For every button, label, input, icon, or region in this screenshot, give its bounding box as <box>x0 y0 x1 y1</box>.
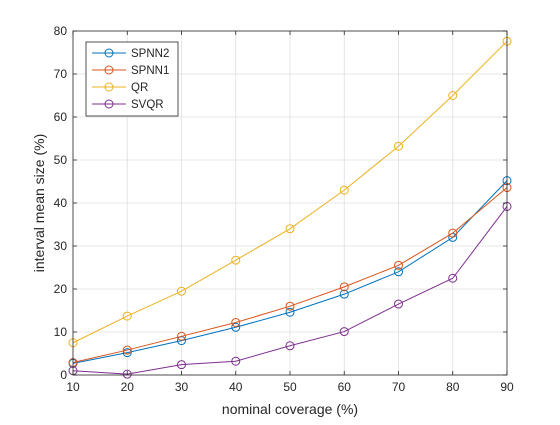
y-tick-label: 50 <box>54 153 68 167</box>
series-svqr <box>68 201 512 379</box>
legend-label-spnn2: SPNN2 <box>131 48 169 60</box>
legend-item-svqr: SVQR <box>92 99 164 111</box>
x-axis-label: nominal coverage (%) <box>222 401 358 417</box>
data-point-svqr <box>231 356 241 366</box>
x-tick-label: 10 <box>66 380 80 394</box>
data-point-spnn1 <box>394 260 403 270</box>
x-tick-label: 30 <box>175 380 189 394</box>
data-point-spnn2 <box>339 289 349 299</box>
legend-label-spnn1: SPNN1 <box>131 65 169 77</box>
y-tick-label: 10 <box>54 325 68 339</box>
data-point-qr <box>448 91 458 100</box>
data-point-qr <box>177 286 186 296</box>
series-line-qr <box>72 40 508 344</box>
legend-label-svqr: SVQR <box>131 99 164 111</box>
y-axis-label: interval mean size (%) <box>31 134 47 273</box>
y-tick-label: 20 <box>54 282 68 296</box>
series-line-spnn2 <box>72 180 508 364</box>
data-point-spnn2 <box>285 307 295 317</box>
data-point-svqr <box>177 360 186 370</box>
data-point-svqr <box>339 327 349 337</box>
data-point-svqr <box>122 369 132 379</box>
y-tick-label: 60 <box>54 110 68 124</box>
x-tick-label: 80 <box>446 380 460 394</box>
data-point-spnn1 <box>231 318 241 328</box>
x-tick-label: 90 <box>500 380 514 394</box>
data-point-svqr <box>394 299 403 309</box>
x-tick-label: 60 <box>338 380 352 394</box>
legend: SPNN2 SPNN1 QR SVQR <box>85 41 179 117</box>
data-point-qr <box>285 224 295 234</box>
data-point-spnn1 <box>448 228 458 238</box>
y-tick-label: 70 <box>54 67 68 81</box>
x-tick-label: 70 <box>392 380 406 394</box>
data-point-qr <box>339 185 349 195</box>
legend-item-spnn1: SPNN1 <box>92 65 169 77</box>
y-tick-label: 0 <box>60 368 67 382</box>
data-point-svqr <box>285 341 295 351</box>
legend-item-qr: QR <box>92 82 148 94</box>
data-point-spnn1 <box>122 345 132 355</box>
series-layer <box>68 36 512 379</box>
legend-item-spnn2: SPNN2 <box>92 48 169 60</box>
legend-marker-spnn2 <box>104 48 114 58</box>
legend-marker-svqr <box>104 99 114 109</box>
data-point-qr <box>394 141 403 151</box>
data-point-svqr <box>448 273 458 283</box>
y-tick-label: 40 <box>54 196 68 210</box>
legend-marker-spnn1 <box>104 65 114 75</box>
series-line-svqr <box>72 206 508 375</box>
legend-items: SPNN2 SPNN1 QR SVQR <box>92 48 169 111</box>
x-tick-label: 20 <box>121 380 135 394</box>
data-point-qr <box>122 311 132 321</box>
legend-marker-qr <box>104 82 114 92</box>
data-point-qr <box>231 255 241 265</box>
series-line-spnn1 <box>72 187 508 364</box>
legend-label-qr: QR <box>131 82 148 94</box>
x-tick-label: 40 <box>229 380 243 394</box>
y-tick-label: 80 <box>54 24 68 38</box>
data-point-spnn1 <box>339 282 349 292</box>
data-point-spnn1 <box>285 301 295 311</box>
y-tick-label: 30 <box>54 239 68 253</box>
data-point-spnn2 <box>122 348 132 358</box>
data-point-spnn2 <box>231 322 241 332</box>
data-point-spnn2 <box>394 267 403 277</box>
x-tick-label: 50 <box>283 380 297 394</box>
data-point-spnn1 <box>177 331 186 341</box>
series-spnn1 <box>68 183 512 368</box>
